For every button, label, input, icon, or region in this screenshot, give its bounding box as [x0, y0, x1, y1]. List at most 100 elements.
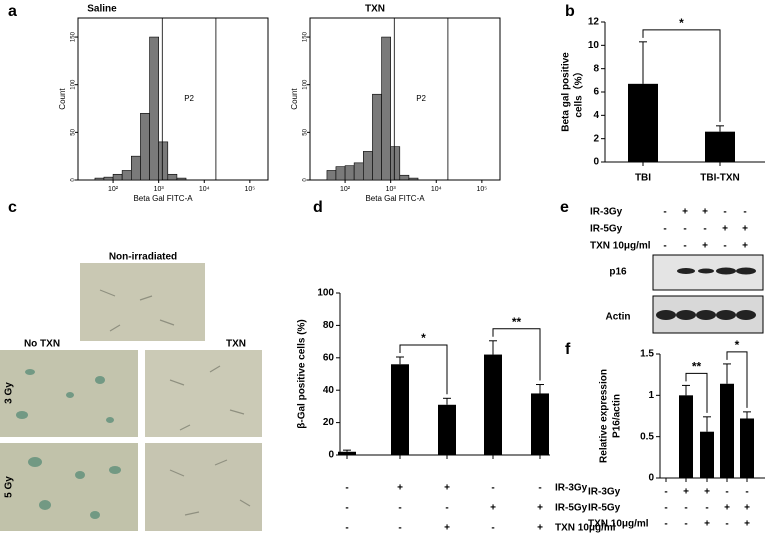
micrograph [145, 350, 262, 437]
histogram-bar [94, 177, 105, 181]
y-tick-label: 4 [593, 110, 599, 121]
y-tick-label: 10 [588, 40, 600, 51]
panel-label: c [8, 199, 17, 216]
condition-sign: + [537, 523, 543, 534]
histogram-bar [158, 141, 169, 181]
condition-sign: - [723, 241, 726, 252]
condition-sign: + [704, 519, 710, 530]
y-tick-label: 150 [71, 31, 77, 42]
significance-bracket [492, 328, 541, 381]
condition-sign: - [445, 503, 448, 514]
condition-label: IR-3Gy [555, 483, 588, 494]
significance-bracket [642, 29, 721, 122]
condition-sign: - [538, 483, 541, 494]
condition-sign: - [345, 483, 348, 494]
bar [531, 393, 549, 455]
y-tick-label: 40 [323, 385, 335, 396]
condition-sign: + [724, 503, 730, 514]
condition-sign: - [664, 487, 667, 498]
y-tick-label: 100 [71, 79, 77, 90]
histogram-bar [353, 162, 364, 181]
histogram-bar [363, 151, 373, 181]
y-tick-label: 12 [588, 17, 600, 28]
condition-sign: - [745, 487, 748, 498]
plot-frame [309, 17, 501, 181]
bar [740, 418, 754, 478]
condition-sign: + [444, 523, 450, 534]
image-label: TXN [226, 339, 246, 350]
histogram-bar [103, 176, 114, 181]
y-tick-label: 60 [323, 352, 335, 363]
x-tick-label: TBI [635, 173, 651, 184]
y-tick-label: 0 [328, 450, 334, 461]
panel-label: a [8, 3, 17, 20]
chart-title: Saline [87, 4, 117, 15]
histogram-bar [140, 112, 150, 181]
histogram-bar [131, 155, 141, 181]
histogram-bar [149, 36, 159, 181]
y-axis-label: P16/actin [612, 394, 623, 438]
histogram-bar [344, 165, 355, 181]
y-tick-label: 1 [648, 390, 654, 401]
micrograph [145, 443, 262, 531]
panel-label: d [313, 199, 323, 216]
band-label: Actin [606, 312, 631, 323]
condition-sign: - [398, 523, 401, 534]
panel-label: f [565, 341, 571, 358]
y-axis-label: β-Gal positive cells (%) [297, 319, 308, 428]
y-tick-label: 0 [648, 473, 654, 484]
condition-label: TXN 10μg/ml [588, 519, 649, 530]
histogram-bar [167, 173, 178, 181]
x-axis-label: Beta Gal FITC-A [365, 194, 425, 203]
condition-sign: - [663, 207, 666, 218]
condition-sign: - [683, 241, 686, 252]
y-tick-label: 80 [323, 320, 335, 331]
y-tick-label: 1.5 [640, 349, 654, 360]
significance-bracket [726, 351, 748, 408]
y-tick-label: 20 [323, 417, 335, 428]
bar [705, 131, 735, 162]
condition-sign: - [491, 483, 494, 494]
condition-sign: - [345, 503, 348, 514]
significance-label: ** [692, 360, 702, 374]
condition-sign: + [682, 207, 688, 218]
y-tick-label: 100 [317, 288, 334, 299]
condition-sign: - [398, 503, 401, 514]
histogram-bar [326, 170, 337, 181]
micrograph [80, 263, 205, 341]
y-tick-label: 50 [303, 128, 309, 135]
histogram-bar [381, 36, 391, 181]
condition-label: IR-5Gy [555, 503, 588, 514]
gate [393, 17, 449, 181]
y-axis-label: Relative expression [599, 369, 610, 463]
chart-title: TXN [365, 4, 385, 15]
condition-sign: + [744, 503, 750, 514]
condition-sign: - [705, 503, 708, 514]
condition-label: IR-3Gy [588, 487, 621, 498]
x-tick-label: 10³ [386, 186, 397, 193]
condition-sign: - [684, 503, 687, 514]
condition-sign: + [397, 483, 403, 494]
y-tick-label: 0 [303, 178, 309, 182]
x-tick-label: 10² [340, 186, 351, 193]
condition-sign: - [723, 207, 726, 218]
bar [679, 395, 693, 478]
condition-sign: - [663, 241, 666, 252]
x-axis-label: Beta Gal FITC-A [133, 194, 193, 203]
condition-sign: - [743, 207, 746, 218]
significance-label: * [679, 16, 684, 30]
y-axis-label: Count [290, 88, 299, 110]
band-label: p16 [609, 267, 627, 278]
y-tick-label: 2 [593, 133, 599, 144]
image-label: 5 Gy [4, 476, 15, 498]
condition-label: IR-3Gy [590, 207, 623, 218]
condition-sign: + [742, 224, 748, 235]
condition-sign: - [683, 224, 686, 235]
y-tick-label: 0 [593, 157, 599, 168]
significance-bracket [399, 344, 448, 395]
condition-sign: + [702, 207, 708, 218]
condition-sign: - [725, 519, 728, 530]
condition-sign: + [704, 487, 710, 498]
x-tick-label: TBI-TXN [700, 173, 739, 184]
x-tick-label: 10⁴ [431, 186, 442, 193]
